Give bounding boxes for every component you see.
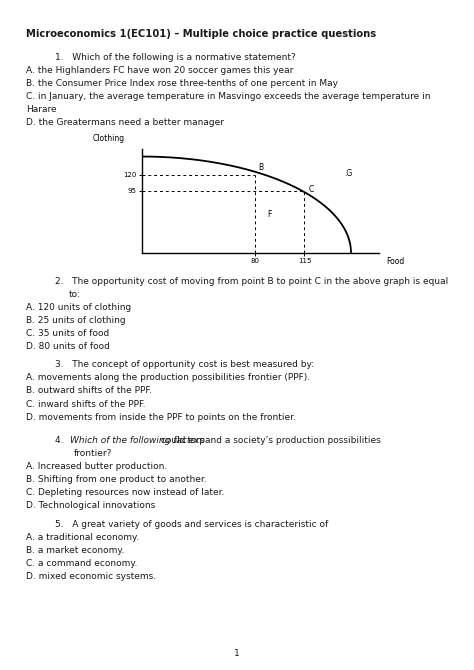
Text: C. in January, the average temperature in Masvingo exceeds the average temperatu: C. in January, the average temperature i…: [26, 92, 430, 101]
Text: frontier?: frontier?: [73, 449, 112, 458]
Text: 4.: 4.: [55, 436, 72, 445]
X-axis label: Food: Food: [387, 257, 405, 266]
Text: C: C: [309, 185, 314, 194]
Text: B. outward shifts of the PPF.: B. outward shifts of the PPF.: [26, 387, 152, 395]
Text: Harare: Harare: [26, 105, 57, 115]
Text: A. Increased butter production.: A. Increased butter production.: [26, 462, 167, 471]
Text: D. Technological innovations: D. Technological innovations: [26, 501, 155, 511]
Text: B. Shifting from one product to another.: B. Shifting from one product to another.: [26, 475, 207, 484]
Text: A. movements along the production possibilities frontier (PPF).: A. movements along the production possib…: [26, 373, 310, 383]
Y-axis label: Clothing: Clothing: [93, 133, 125, 143]
Text: D. 80 units of food: D. 80 units of food: [26, 342, 110, 351]
Text: 2.   The opportunity cost of moving from point B to point C in the above graph i: 2. The opportunity cost of moving from p…: [55, 277, 448, 285]
Text: D. the Greatermans need a better manager: D. the Greatermans need a better manager: [26, 119, 224, 127]
Text: A. 120 units of clothing: A. 120 units of clothing: [26, 303, 131, 312]
Text: C. 35 units of food: C. 35 units of food: [26, 329, 109, 338]
Text: .G: .G: [344, 169, 352, 178]
Text: C. a command economy.: C. a command economy.: [26, 559, 137, 568]
Text: B: B: [258, 163, 263, 172]
Text: Microeconomics 1(EC101) – Multiple choice practice questions: Microeconomics 1(EC101) – Multiple choic…: [26, 29, 376, 40]
Text: D. movements from inside the PPF to points on the frontier.: D. movements from inside the PPF to poin…: [26, 413, 296, 421]
Text: could expand a society’s production possibilities: could expand a society’s production poss…: [158, 436, 381, 445]
Text: 5.   A great variety of goods and services is characteristic of: 5. A great variety of goods and services…: [55, 520, 328, 529]
Text: F: F: [267, 210, 271, 220]
Text: C. Depleting resources now instead of later.: C. Depleting resources now instead of la…: [26, 488, 225, 497]
Text: C. inward shifts of the PPF.: C. inward shifts of the PPF.: [26, 399, 146, 409]
Text: A. a traditional economy.: A. a traditional economy.: [26, 533, 139, 542]
Text: D. mixed economic systems.: D. mixed economic systems.: [26, 572, 156, 581]
Text: 1.   Which of the following is a normative statement?: 1. Which of the following is a normative…: [55, 53, 295, 62]
Text: 1: 1: [234, 649, 240, 658]
Text: Which of the following factors: Which of the following factors: [70, 436, 204, 445]
Text: A. the Highlanders FC have won 20 soccer games this year: A. the Highlanders FC have won 20 soccer…: [26, 66, 293, 75]
Text: to:: to:: [69, 289, 81, 299]
Text: B. the Consumer Price Index rose three-tenths of one percent in May: B. the Consumer Price Index rose three-t…: [26, 79, 338, 88]
Text: B. a market economy.: B. a market economy.: [26, 546, 125, 555]
Text: B. 25 units of clothing: B. 25 units of clothing: [26, 316, 126, 325]
Text: 3.   The concept of opportunity cost is best measured by:: 3. The concept of opportunity cost is be…: [55, 360, 314, 369]
